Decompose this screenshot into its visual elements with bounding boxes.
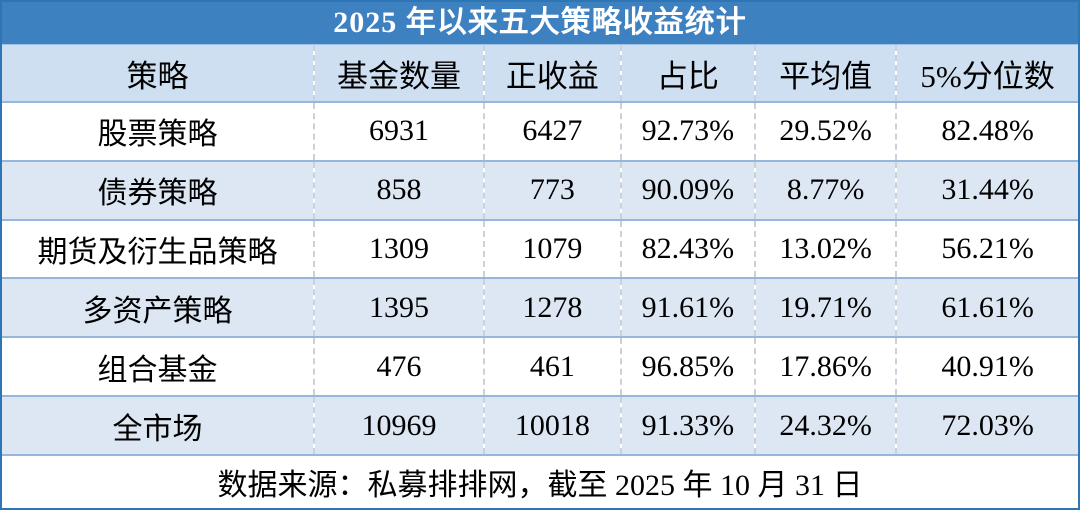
footer-row: 数据来源：私募排排网，截至 2025 年 10 月 31 日 bbox=[2, 454, 1078, 508]
cell-ratio: 82.43% bbox=[619, 219, 756, 279]
table-row-multi-asset-strategy: 多资产策略 1395 1278 91.61% 19.71% 61.61% bbox=[2, 278, 1078, 338]
table-row-futures-derivatives-strategy: 期货及衍生品策略 1309 1079 82.43% 13.02% 56.21% bbox=[2, 219, 1078, 279]
cell-strategy: 组合基金 bbox=[2, 337, 315, 397]
cell-5pct-quantile: 40.91% bbox=[895, 337, 1078, 397]
table-row-bond-strategy: 债券策略 858 773 90.09% 8.77% 31.44% bbox=[2, 160, 1078, 220]
cell-5pct-quantile: 72.03% bbox=[895, 396, 1078, 455]
cell-fund-count: 6931 bbox=[313, 102, 485, 161]
column-header-ratio: 占比 bbox=[619, 45, 756, 103]
cell-strategy: 期货及衍生品策略 bbox=[2, 219, 315, 279]
column-header-positive-return: 正收益 bbox=[483, 45, 621, 103]
cell-positive-return: 773 bbox=[483, 160, 621, 220]
cell-fund-count: 476 bbox=[313, 337, 485, 397]
cell-positive-return: 461 bbox=[483, 337, 621, 397]
cell-5pct-quantile: 61.61% bbox=[895, 278, 1078, 338]
table-title: 2025 年以来五大策略收益统计 bbox=[2, 2, 1078, 45]
header-row: 策略 基金数量 正收益 占比 平均值 5%分位数 bbox=[2, 45, 1078, 103]
cell-strategy: 债券策略 bbox=[2, 160, 315, 220]
cell-ratio: 90.09% bbox=[619, 160, 756, 220]
cell-ratio: 91.61% bbox=[619, 278, 756, 338]
cell-ratio: 96.85% bbox=[619, 337, 756, 397]
cell-fund-count: 1309 bbox=[313, 219, 485, 279]
table-row-whole-market: 全市场 10969 10018 91.33% 24.32% 72.03% bbox=[2, 396, 1078, 455]
cell-5pct-quantile: 56.21% bbox=[895, 219, 1078, 279]
cell-positive-return: 1278 bbox=[483, 278, 621, 338]
cell-average: 8.77% bbox=[754, 160, 897, 220]
cell-positive-return: 6427 bbox=[483, 102, 621, 161]
column-header-5pct-quantile: 5%分位数 bbox=[895, 45, 1078, 103]
cell-positive-return: 1079 bbox=[483, 219, 621, 279]
cell-fund-count: 858 bbox=[313, 160, 485, 220]
cell-strategy: 全市场 bbox=[2, 396, 315, 455]
cell-5pct-quantile: 31.44% bbox=[895, 160, 1078, 220]
strategy-returns-table: 策略 基金数量 正收益 占比 平均值 5%分位数 股票策略 6931 6427 … bbox=[2, 45, 1078, 508]
column-header-strategy: 策略 bbox=[2, 45, 315, 103]
column-header-fund-count: 基金数量 bbox=[313, 45, 485, 103]
cell-positive-return: 10018 bbox=[483, 396, 621, 455]
cell-fund-count: 10969 bbox=[313, 396, 485, 455]
cell-average: 24.32% bbox=[754, 396, 897, 455]
cell-ratio: 91.33% bbox=[619, 396, 756, 455]
cell-strategy: 股票策略 bbox=[2, 102, 315, 161]
cell-ratio: 92.73% bbox=[619, 102, 756, 161]
cell-average: 13.02% bbox=[754, 219, 897, 279]
data-source-note: 数据来源：私募排排网，截至 2025 年 10 月 31 日 bbox=[2, 454, 1078, 508]
cell-average: 29.52% bbox=[754, 102, 897, 161]
cell-average: 19.71% bbox=[754, 278, 897, 338]
table-row-stock-strategy: 股票策略 6931 6427 92.73% 29.52% 82.48% bbox=[2, 102, 1078, 161]
cell-5pct-quantile: 82.48% bbox=[895, 102, 1078, 161]
cell-average: 17.86% bbox=[754, 337, 897, 397]
column-header-average: 平均值 bbox=[754, 45, 897, 103]
table-row-fund-of-funds: 组合基金 476 461 96.85% 17.86% 40.91% bbox=[2, 337, 1078, 397]
cell-fund-count: 1395 bbox=[313, 278, 485, 338]
cell-strategy: 多资产策略 bbox=[2, 278, 315, 338]
